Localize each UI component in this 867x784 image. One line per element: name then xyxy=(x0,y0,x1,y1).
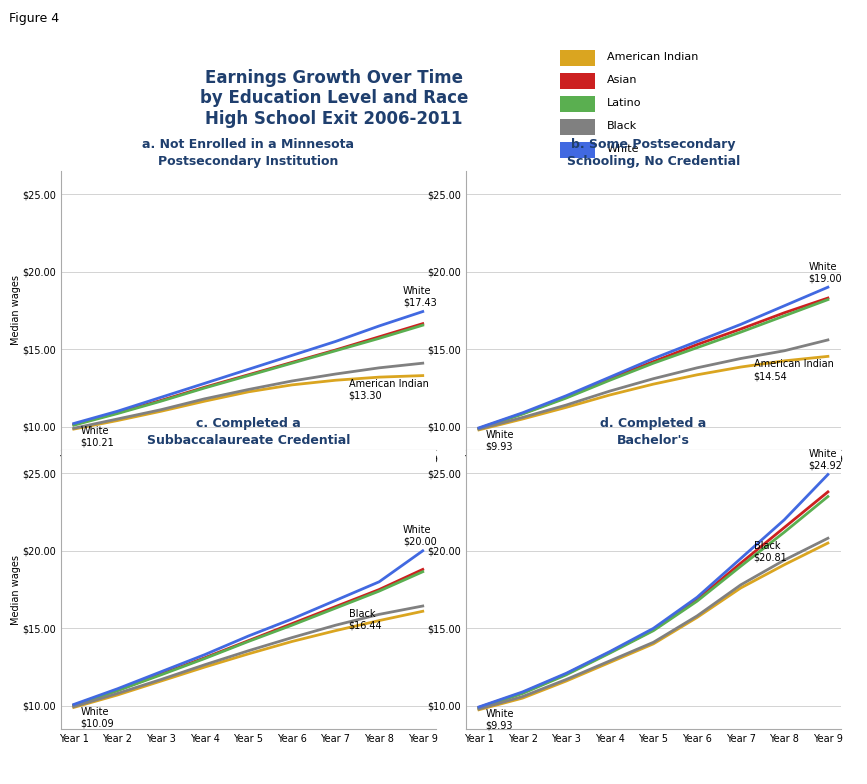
Text: White
$24.92: White $24.92 xyxy=(808,449,842,470)
Text: White
$10.21: White $10.21 xyxy=(81,426,114,448)
Title: d. Completed a
Bachelor's: d. Completed a Bachelor's xyxy=(600,417,707,448)
Text: Latino: Latino xyxy=(607,98,642,108)
Y-axis label: Median wages: Median wages xyxy=(10,275,21,346)
Text: American Indian: American Indian xyxy=(607,53,698,62)
Text: Black
$16.44: Black $16.44 xyxy=(349,609,382,630)
Text: Black: Black xyxy=(607,122,637,131)
Text: Earnings Growth Over Time
by Education Level and Race
High School Exit 2006-2011: Earnings Growth Over Time by Education L… xyxy=(199,68,468,128)
Title: a. Not Enrolled in a Minnesota
Postsecondary Institution: a. Not Enrolled in a Minnesota Postsecon… xyxy=(142,138,355,169)
Text: White
$10.09: White $10.09 xyxy=(81,707,114,728)
Bar xyxy=(560,96,596,112)
Text: White
$19.00: White $19.00 xyxy=(808,262,842,283)
Text: Figure 4: Figure 4 xyxy=(9,12,59,25)
Text: White
$20.00: White $20.00 xyxy=(403,525,437,547)
Title: c. Completed a
Subbaccalaureate Credential: c. Completed a Subbaccalaureate Credenti… xyxy=(147,417,350,448)
Text: Asian: Asian xyxy=(607,75,637,85)
Bar xyxy=(560,73,596,89)
Bar xyxy=(560,49,596,67)
Bar xyxy=(560,118,596,136)
Text: American Indian
$13.30: American Indian $13.30 xyxy=(349,379,428,401)
Bar xyxy=(560,142,596,158)
Text: White
$9.93: White $9.93 xyxy=(486,430,514,452)
Text: White: White xyxy=(607,144,639,154)
Text: White
$17.43: White $17.43 xyxy=(403,286,437,307)
Y-axis label: Median wages: Median wages xyxy=(10,554,21,625)
Text: Black
$20.81: Black $20.81 xyxy=(753,541,787,563)
Text: American Indian
$14.54: American Indian $14.54 xyxy=(753,359,834,381)
Title: b. Some Postsecondary
Schooling, No Credential: b. Some Postsecondary Schooling, No Cred… xyxy=(567,138,740,169)
Text: White
$9.93: White $9.93 xyxy=(486,710,514,731)
